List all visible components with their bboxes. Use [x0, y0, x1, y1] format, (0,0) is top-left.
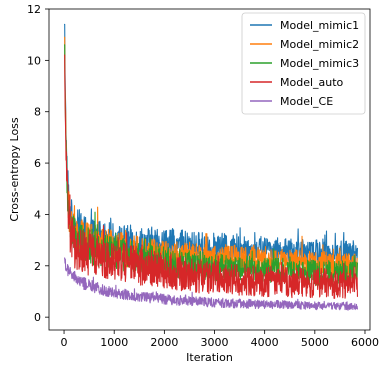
y-tick-label: 8	[34, 106, 41, 119]
x-tick-label: 5000	[301, 336, 329, 349]
legend-label: Model_auto	[280, 76, 344, 89]
series-line-model-ce	[63, 257, 359, 311]
y-tick-label: 12	[27, 3, 41, 16]
x-tick-label: 1000	[100, 336, 128, 349]
x-axis: 0 1000 2000 3000 4000 5000 6000	[61, 330, 379, 349]
x-tick-label: 6000	[351, 336, 379, 349]
x-axis-title: Iteration	[186, 351, 233, 364]
legend-label: Model_mimic2	[280, 38, 359, 51]
x-tick-label: 3000	[201, 336, 229, 349]
y-tick-label: 0	[34, 311, 41, 324]
y-tick-label: 10	[27, 54, 41, 67]
y-axis-title: Cross-entropy Loss	[8, 117, 21, 222]
x-tick-label: 0	[61, 336, 68, 349]
y-tick-label: 4	[34, 208, 41, 221]
series-line-model-auto	[63, 54, 359, 299]
legend-label: Model_CE	[280, 95, 333, 108]
x-tick-label: 2000	[150, 336, 178, 349]
legend-label: Model_mimic3	[280, 57, 359, 70]
legend-box	[241, 12, 366, 115]
plot-series-layer	[63, 23, 359, 311]
legend: Model_mimic1 Model_mimic2 Model_mimic3 Mode…	[241, 12, 366, 115]
plot-frame	[48, 8, 371, 331]
y-tick-label: 2	[34, 260, 41, 273]
legend-label: Model_mimic1	[280, 19, 359, 32]
y-axis: 0 2 4 6 8 10 12	[27, 3, 49, 324]
x-tick-label: 4000	[251, 336, 279, 349]
y-tick-label: 6	[34, 157, 41, 170]
